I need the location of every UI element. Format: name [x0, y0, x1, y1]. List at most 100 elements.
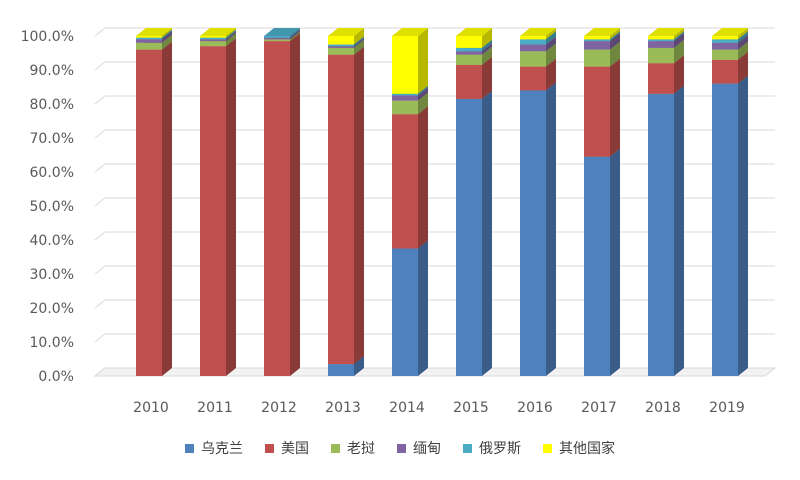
legend-swatch	[463, 443, 472, 453]
bar-segment	[136, 39, 162, 43]
bar-segment-side	[674, 33, 684, 48]
bar-segment-side	[354, 39, 364, 55]
bar-segment-side	[226, 33, 236, 47]
bar-segment-side	[482, 28, 492, 48]
bar-segment	[520, 36, 546, 40]
bar-segment	[648, 93, 674, 377]
bar-segment-side	[418, 92, 428, 115]
bar-segment-side	[738, 34, 748, 50]
legend-label: 乌克兰	[201, 441, 243, 457]
bar-segment-side	[290, 33, 300, 376]
y-tick-label: 40.0%	[30, 233, 74, 249]
bar-segment-side	[482, 43, 492, 55]
bar-segment	[328, 47, 354, 55]
y-tick-label: 20.0%	[30, 301, 74, 317]
bar-segment	[712, 83, 738, 376]
bar-segment-top	[136, 28, 172, 36]
bar-segment	[712, 39, 738, 43]
bar-segment-side	[290, 28, 300, 38]
bar-segment-side	[418, 85, 428, 96]
bar-segment-side	[674, 39, 684, 64]
bar-segment	[328, 46, 354, 48]
bar-segment	[520, 39, 546, 45]
bar-segment-side	[482, 90, 492, 377]
bar-segment	[456, 51, 482, 55]
bar-segment-side	[354, 46, 364, 365]
x-tick-label: 2016	[517, 400, 553, 416]
bar-segment-side	[546, 28, 556, 40]
bar-segment-side	[738, 75, 748, 376]
legend-label: 其他国家	[559, 441, 615, 457]
bar-segment	[648, 63, 674, 94]
bar-segment-side	[610, 28, 620, 40]
x-tick-label: 2019	[709, 400, 745, 416]
bar-segment	[456, 36, 482, 48]
bar-segment-top	[712, 28, 748, 36]
bar-segment-top	[200, 28, 236, 36]
bar-segment-side	[546, 31, 556, 45]
bar-segment	[584, 156, 610, 376]
legend-swatch	[185, 443, 194, 453]
bar-segment	[520, 66, 546, 91]
bar-segment	[264, 37, 290, 40]
bar-segment	[456, 64, 482, 99]
bar-segment-side	[226, 28, 236, 38]
bar-segment-side	[546, 43, 556, 67]
bar-segment	[264, 41, 290, 376]
legend-label: 俄罗斯	[479, 441, 521, 457]
bar-segment-side	[418, 28, 428, 94]
bar-segment-side	[610, 33, 620, 50]
y-tick-label: 10.0%	[30, 335, 74, 351]
bar-segment-side	[354, 38, 364, 48]
legend-label: 老挝	[347, 441, 375, 457]
bar-segment	[200, 36, 226, 38]
bar-segment-side	[162, 41, 172, 376]
x-tick-label: 2011	[197, 400, 233, 416]
bar-segment	[712, 59, 738, 84]
y-tick-label: 60.0%	[30, 165, 74, 181]
bar-segment-side	[546, 36, 556, 52]
bar-segment	[648, 39, 674, 42]
bar-segment-top	[392, 28, 428, 36]
x-tick-label: 2014	[389, 400, 425, 416]
y-tick-label: 30.0%	[30, 267, 74, 283]
bar-segment-top	[328, 28, 364, 36]
bar-segment	[392, 93, 418, 96]
bar-segment-side	[226, 31, 236, 42]
bar-segment	[264, 39, 290, 42]
bar-segment-side	[674, 85, 684, 377]
bar-segment-side	[546, 58, 556, 91]
x-tick-label: 2017	[581, 400, 617, 416]
bar-segment-side	[418, 106, 428, 249]
bar-segment-side	[162, 28, 172, 38]
y-tick-label: 0.0%	[38, 369, 74, 385]
bar-segment-top	[520, 28, 556, 36]
bar-segment	[136, 37, 162, 40]
y-tick-label: 80.0%	[30, 97, 74, 113]
bar-segment	[648, 36, 674, 40]
legend-item: 美国	[265, 438, 309, 458]
legend-item: 老挝	[331, 438, 375, 458]
bar-segment	[584, 36, 610, 40]
bar-segment-side	[610, 41, 620, 67]
y-tick-label: 70.0%	[30, 131, 74, 147]
bar-segment	[136, 36, 162, 38]
bar-segment-side	[354, 36, 364, 47]
bar-segment	[136, 49, 162, 376]
bar-segment-side	[610, 148, 620, 376]
bar-segment	[392, 95, 418, 101]
bar-segment	[648, 47, 674, 64]
bar-segment-side	[610, 58, 620, 157]
bar-segment	[328, 36, 354, 45]
bar-segment-side	[482, 56, 492, 99]
x-tick-label: 2010	[133, 400, 169, 416]
bar-segment	[200, 41, 226, 47]
legend-swatch	[543, 443, 552, 453]
bar-segment	[200, 46, 226, 376]
bar-segment-top	[264, 28, 300, 36]
bar-segment	[456, 54, 482, 65]
bar-segment	[456, 47, 482, 52]
bar-segment	[712, 49, 738, 60]
